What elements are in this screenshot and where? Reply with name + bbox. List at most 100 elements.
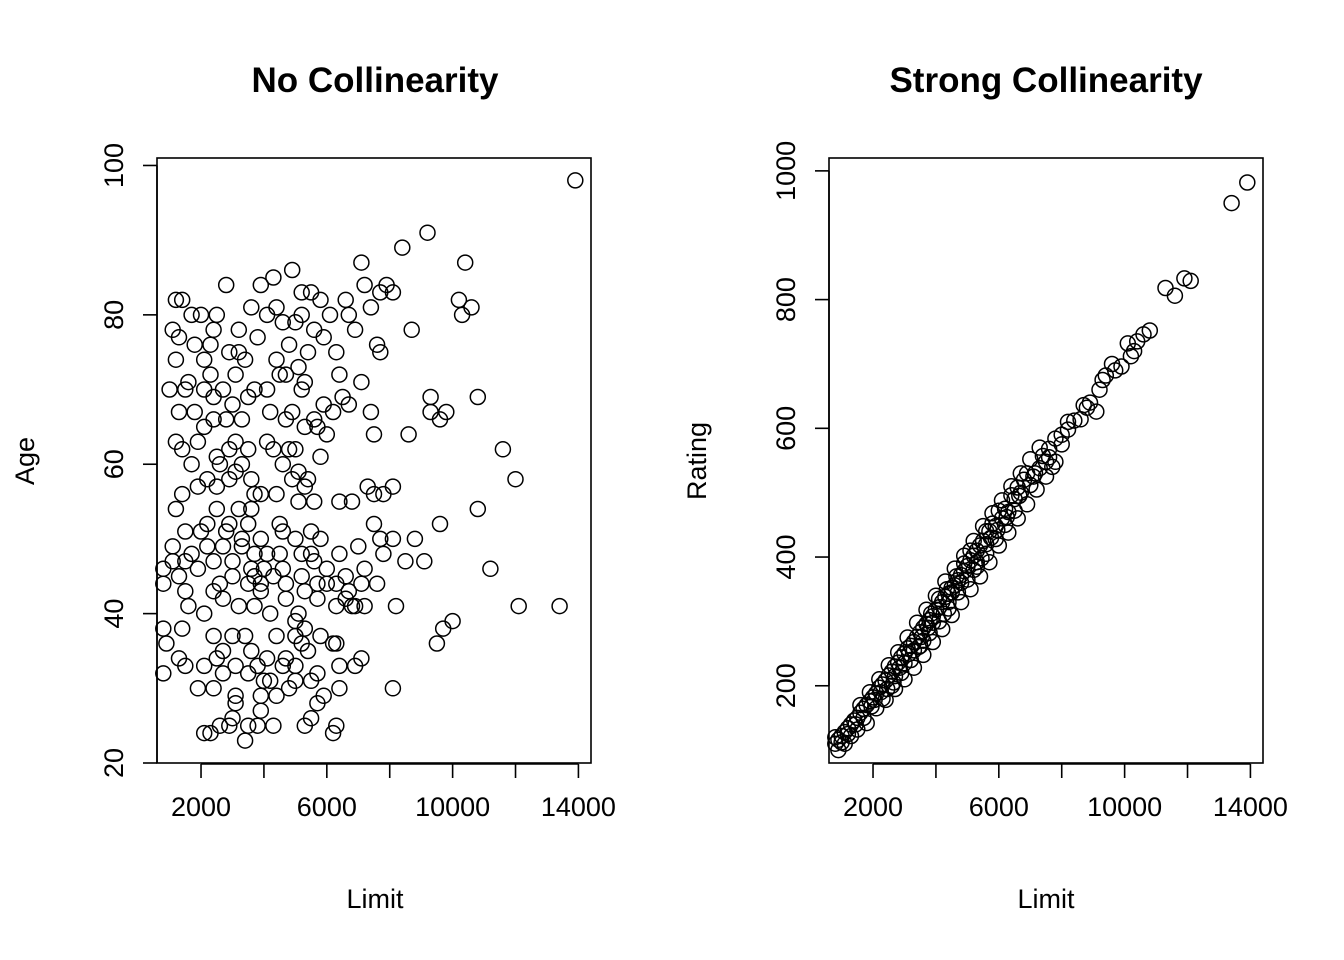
data-point (252, 485, 270, 503)
data-point (299, 343, 317, 361)
data-point (350, 538, 367, 555)
data-point (202, 336, 219, 353)
data-point (1059, 413, 1077, 431)
data-point (305, 493, 323, 510)
data-point (243, 642, 260, 660)
data-point (252, 575, 270, 592)
points (827, 174, 1256, 759)
data-point (946, 560, 964, 577)
data-point (208, 306, 226, 324)
data-point (938, 580, 956, 598)
data-point (255, 672, 273, 690)
data-point (167, 500, 185, 518)
x-tick-label: 2000 (171, 792, 231, 822)
data-point (243, 299, 260, 316)
data-point (353, 650, 370, 667)
data-point (236, 732, 254, 749)
data-point (434, 620, 452, 637)
data-point (318, 575, 336, 592)
data-point (318, 426, 336, 443)
data-point (274, 523, 292, 540)
data-point (886, 667, 904, 685)
data-point (230, 321, 248, 339)
data-point (872, 683, 890, 701)
data-point (400, 426, 417, 443)
data-point (494, 441, 512, 458)
data-point (1239, 174, 1256, 191)
data-point (331, 680, 348, 697)
data-point (1157, 279, 1174, 297)
data-point (274, 560, 292, 578)
data-point (280, 441, 298, 458)
data-point (324, 724, 342, 742)
data-point (173, 441, 191, 458)
data-point (195, 724, 213, 742)
data-point (356, 597, 373, 615)
y-axis: 200 400 600 800 1000 (771, 141, 830, 708)
data-point (896, 654, 913, 672)
data-point (356, 560, 373, 578)
data-point (290, 358, 307, 376)
data-point (993, 492, 1011, 509)
data-point (173, 291, 191, 309)
data-point (968, 558, 986, 575)
data-point (394, 239, 411, 256)
data-point (1078, 399, 1096, 416)
data-point (277, 590, 295, 607)
data-point (277, 575, 295, 592)
data-point (375, 485, 392, 503)
data-point (469, 388, 487, 406)
data-point (331, 657, 348, 675)
data-point (1026, 465, 1044, 482)
data-point (258, 381, 276, 398)
data-point (173, 485, 191, 503)
data-point (167, 351, 185, 368)
data-point (195, 657, 213, 675)
y-tick-label: 40 (99, 599, 129, 629)
data-point (422, 403, 439, 421)
panel-no-collinearity: No Collinearity 2000 6000 10000 14000 20 40 6… (10, 61, 616, 914)
data-point (227, 657, 244, 675)
data-point (177, 582, 194, 600)
data-point (955, 555, 973, 572)
data-point (296, 478, 314, 495)
data-point (1097, 367, 1115, 384)
data-point (915, 619, 932, 637)
data-point (833, 734, 850, 751)
y-tick-label: 200 (771, 663, 801, 708)
data-point (302, 709, 320, 727)
data-point (384, 478, 402, 495)
data-point (252, 582, 270, 600)
data-point (268, 687, 285, 705)
data-point (189, 478, 207, 495)
data-point (312, 530, 329, 548)
data-point (287, 672, 304, 690)
data-point (463, 299, 480, 316)
data-point (202, 724, 219, 742)
data-point (214, 381, 232, 398)
data-point (195, 605, 213, 622)
y-tick-label: 1000 (771, 141, 801, 201)
data-point (205, 388, 222, 406)
data-point (328, 717, 345, 734)
data-point (1166, 287, 1184, 304)
data-point (249, 717, 266, 734)
data-point (258, 650, 276, 667)
data-point (208, 478, 226, 495)
data-point (962, 542, 979, 559)
data-point (258, 306, 276, 324)
data-point (918, 601, 935, 619)
data-point (1088, 403, 1105, 420)
data-point (246, 597, 263, 615)
data-point (913, 628, 931, 646)
data-point (199, 538, 216, 555)
data-point (274, 455, 292, 473)
data-point (1119, 335, 1137, 352)
data-point (239, 717, 257, 734)
data-point (261, 605, 279, 622)
data-point (180, 597, 197, 615)
x-tick-label: 2000 (843, 792, 903, 822)
data-point (331, 366, 348, 383)
data-point (328, 575, 345, 592)
plot-frame (156, 157, 592, 764)
